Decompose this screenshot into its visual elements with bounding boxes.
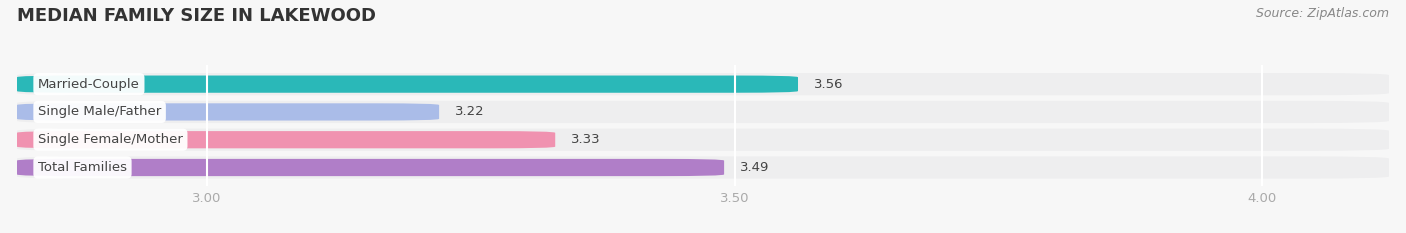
FancyBboxPatch shape	[17, 75, 799, 93]
Text: 3.33: 3.33	[571, 133, 600, 146]
Text: Source: ZipAtlas.com: Source: ZipAtlas.com	[1256, 7, 1389, 20]
Text: 3.49: 3.49	[740, 161, 769, 174]
FancyBboxPatch shape	[17, 73, 1389, 95]
FancyBboxPatch shape	[17, 101, 1389, 123]
Text: Married-Couple: Married-Couple	[38, 78, 139, 91]
FancyBboxPatch shape	[17, 131, 555, 148]
Text: Total Families: Total Families	[38, 161, 127, 174]
Text: Single Male/Father: Single Male/Father	[38, 105, 162, 118]
FancyBboxPatch shape	[17, 159, 724, 176]
Text: Single Female/Mother: Single Female/Mother	[38, 133, 183, 146]
FancyBboxPatch shape	[17, 156, 1389, 179]
FancyBboxPatch shape	[17, 129, 1389, 151]
Text: MEDIAN FAMILY SIZE IN LAKEWOOD: MEDIAN FAMILY SIZE IN LAKEWOOD	[17, 7, 375, 25]
FancyBboxPatch shape	[17, 103, 439, 120]
Text: 3.22: 3.22	[456, 105, 485, 118]
Text: 3.56: 3.56	[814, 78, 844, 91]
